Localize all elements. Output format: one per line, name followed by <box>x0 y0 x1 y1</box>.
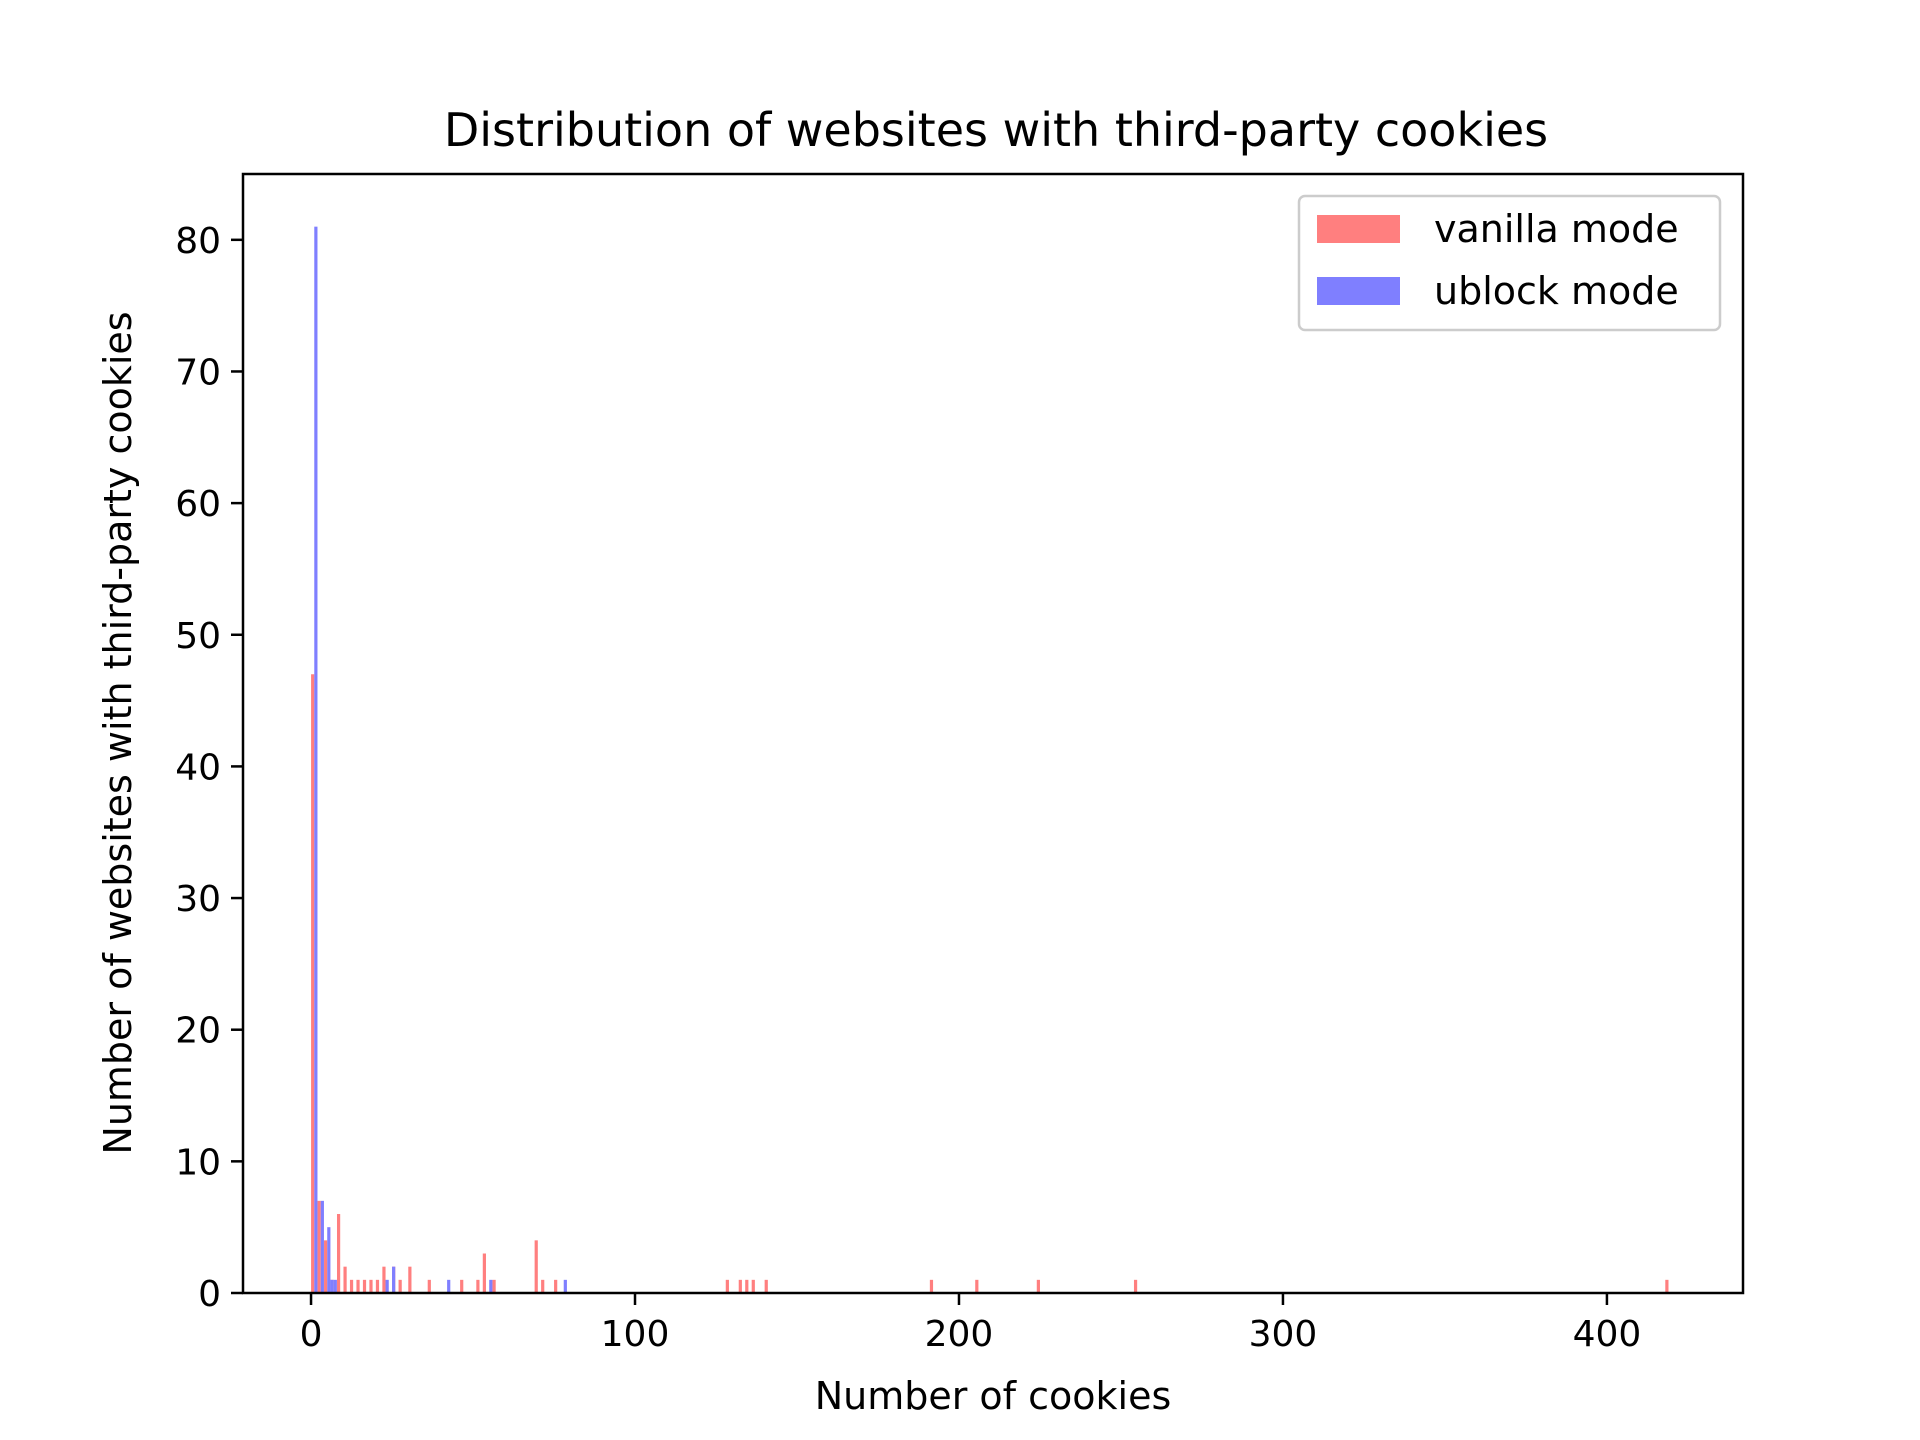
legend-box <box>1297 194 1722 332</box>
bar-vanilla-17 <box>476 1279 480 1293</box>
bar-vanilla-29 <box>975 1279 979 1293</box>
bar-ublock-0 <box>314 226 318 1293</box>
bar-vanilla-27 <box>764 1279 768 1293</box>
bar-vanilla-4 <box>336 1214 341 1293</box>
bar-vanilla-7 <box>356 1279 360 1293</box>
bar-ublock-1 <box>320 1200 324 1293</box>
legend-swatch-vanilla <box>1317 215 1400 243</box>
y-tick-label: 70 <box>175 352 221 393</box>
y-tick-label: 10 <box>175 1142 221 1183</box>
x-tick-label: 0 <box>300 1314 323 1355</box>
bar-vanilla-28 <box>929 1279 934 1293</box>
bar-vanilla-18 <box>482 1253 486 1293</box>
bar-vanilla-6 <box>349 1279 354 1293</box>
y-tick-label: 50 <box>175 616 221 657</box>
bar-vanilla-32 <box>1665 1279 1669 1293</box>
bar-vanilla-1 <box>317 1200 321 1293</box>
bar-ublock-9 <box>563 1279 567 1293</box>
y-tick-label: 60 <box>175 484 221 525</box>
bar-vanilla-14 <box>408 1266 412 1293</box>
x-tick-label: 400 <box>1573 1314 1642 1355</box>
legend-label-vanilla: vanilla mode <box>1434 207 1679 251</box>
x-axis-label: Number of cookies <box>815 1374 1172 1418</box>
bar-vanilla-8 <box>362 1279 367 1293</box>
bar-vanilla-0 <box>311 674 315 1293</box>
y-axis-ticks: 0 10 20 30 40 50 60 70 80 <box>175 221 243 1315</box>
bar-ublock-3 <box>330 1279 334 1293</box>
bar-vanilla-30 <box>1036 1279 1040 1293</box>
bar-vanilla-31 <box>1133 1279 1138 1293</box>
bar-ublock-2 <box>327 1227 331 1293</box>
y-tick-label: 30 <box>175 879 221 920</box>
bar-vanilla-21 <box>541 1279 545 1293</box>
y-axis-label: Number of websites with third-party cook… <box>96 311 140 1154</box>
bar-vanilla-20 <box>534 1240 538 1293</box>
bar-vanilla-25 <box>745 1279 749 1293</box>
bar-ublock-8 <box>489 1279 493 1293</box>
y-tick-label: 0 <box>198 1274 221 1315</box>
bar-vanilla-16 <box>460 1279 464 1293</box>
x-axis-ticks: 0 100 200 300 400 <box>300 1293 1642 1355</box>
bar-vanilla-2 <box>324 1240 328 1293</box>
bar-ublock-5 <box>385 1279 389 1293</box>
plot-frame <box>241 172 1745 1295</box>
bar-vanilla-19 <box>492 1279 496 1293</box>
bar-vanilla-11 <box>382 1266 386 1293</box>
x-tick-label: 100 <box>601 1314 670 1355</box>
bars-group <box>311 226 1669 1293</box>
y-tick-label: 20 <box>175 1011 221 1052</box>
bar-vanilla-23 <box>725 1279 729 1293</box>
bar-ublock-6 <box>392 1266 396 1293</box>
bar-vanilla-22 <box>554 1279 558 1293</box>
legend-swatch-ublock <box>1317 277 1400 305</box>
bar-vanilla-15 <box>427 1279 431 1293</box>
plot-area <box>243 174 1743 1293</box>
bar-ublock-4 <box>333 1279 337 1293</box>
bar-ublock-7 <box>447 1279 451 1293</box>
bar-vanilla-9 <box>369 1279 373 1293</box>
bar-vanilla-10 <box>375 1279 380 1293</box>
bar-vanilla-13 <box>398 1279 402 1293</box>
legend: vanilla mode ublock mode <box>1297 194 1722 332</box>
y-tick-label: 40 <box>175 747 221 788</box>
legend-label-ublock: ublock mode <box>1434 269 1679 313</box>
chart-title: Distribution of websites with third-part… <box>444 103 1548 157</box>
x-tick-label: 300 <box>1249 1314 1318 1355</box>
bar-vanilla-24 <box>738 1279 742 1293</box>
y-tick-label: 80 <box>175 221 221 262</box>
bar-vanilla-26 <box>751 1279 755 1293</box>
x-tick-label: 200 <box>925 1314 994 1355</box>
bar-vanilla-5 <box>343 1266 347 1293</box>
